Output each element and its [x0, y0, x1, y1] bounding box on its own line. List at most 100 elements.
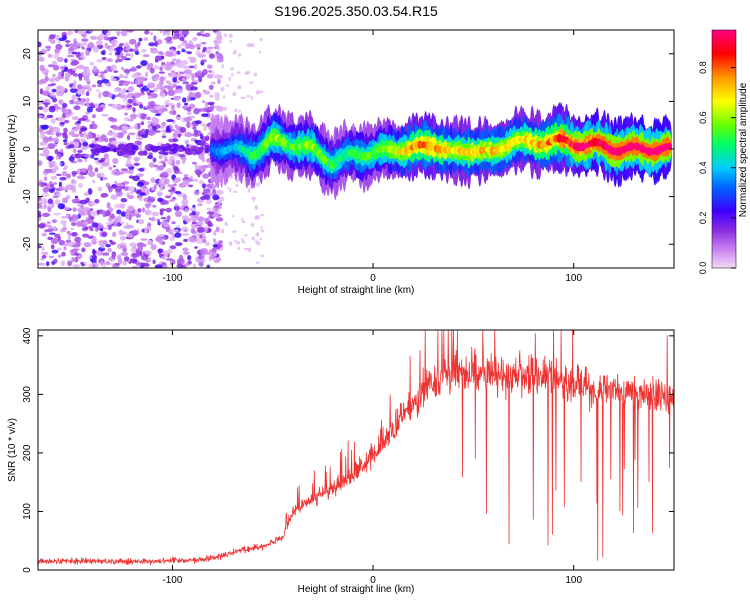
noise-speckle: [260, 90, 264, 93]
noise-speckle: [50, 244, 55, 250]
noise-speckle: [216, 209, 220, 213]
noise-speckle: [86, 101, 90, 108]
noise-speckle: [186, 95, 191, 103]
noise-speckle: [63, 186, 72, 191]
noise-speckle: [258, 50, 262, 54]
noise-speckle: [182, 97, 187, 103]
noise-speckle: [56, 106, 62, 110]
noise-speckle: [185, 131, 193, 138]
noise-speckle: [58, 181, 63, 188]
noise-speckle: [159, 76, 165, 81]
noise-speckle: [114, 59, 119, 64]
noise-speckle: [71, 67, 78, 71]
noise-speckle: [148, 210, 153, 215]
noise-speckle: [100, 172, 105, 178]
noise-speckle: [132, 175, 140, 182]
noise-speckle: [73, 73, 78, 77]
noise-speckle: [78, 76, 83, 81]
noise-speckle: [174, 210, 182, 217]
noise-speckle: [114, 203, 122, 209]
noise-speckle: [51, 249, 59, 254]
noise-speckle: [154, 106, 162, 110]
noise-speckle: [39, 153, 47, 157]
noise-speckle: [194, 139, 199, 143]
noise-speckle: [113, 171, 121, 176]
noise-speckle: [182, 251, 190, 255]
noise-speckle: [163, 155, 168, 159]
noise-speckle: [144, 229, 148, 234]
noise-speckle: [160, 217, 167, 220]
noise-speckle: [216, 105, 224, 112]
snr-ylabel: SNR (10 * v/v): [7, 418, 18, 482]
noise-speckle: [58, 71, 62, 75]
noise-speckle: [76, 175, 85, 180]
noise-speckle: [165, 207, 172, 213]
noise-speckle: [152, 211, 159, 217]
noise-speckle: [184, 102, 189, 106]
noise-speckle: [129, 113, 137, 120]
noise-speckle: [149, 217, 157, 222]
noise-speckle: [260, 229, 265, 233]
noise-speckle: [62, 132, 68, 139]
noise-speckle: [110, 144, 115, 150]
noise-speckle: [212, 238, 216, 243]
noise-speckle: [217, 46, 221, 51]
noise-speckle: [64, 72, 72, 78]
noise-speckle: [172, 110, 177, 116]
noise-speckle: [198, 180, 204, 185]
noise-speckle: [164, 99, 171, 105]
noise-speckle: [179, 127, 187, 133]
noise-speckle: [169, 155, 175, 161]
noise-speckle: [192, 126, 197, 130]
noise-speckle: [144, 263, 150, 267]
noise-speckle: [198, 153, 205, 160]
noise-speckle: [105, 244, 111, 248]
noise-speckle: [77, 73, 83, 78]
noise-speckle: [47, 53, 53, 59]
noise-speckle: [148, 42, 156, 47]
noise-speckle: [256, 181, 260, 187]
noise-speckle: [77, 149, 83, 153]
y-tick-label: 10: [22, 95, 33, 107]
noise-speckle: [120, 168, 128, 172]
noise-speckle: [146, 222, 152, 228]
noise-speckle: [77, 90, 82, 95]
noise-speckle: [42, 187, 49, 193]
noise-speckle: [81, 38, 89, 42]
noise-speckle: [71, 128, 80, 132]
noise-speckle: [63, 108, 72, 115]
noise-speckle: [38, 115, 43, 118]
y-tick-label: 0: [22, 146, 33, 152]
noise-speckle: [192, 178, 199, 182]
noise-speckle: [209, 248, 213, 255]
noise-speckle: [174, 73, 181, 78]
noise-speckle: [58, 86, 66, 93]
noise-speckle: [200, 41, 207, 45]
noise-speckle: [161, 220, 169, 225]
noise-speckle: [101, 79, 110, 84]
noise-speckle: [90, 148, 96, 153]
noise-speckle: [86, 91, 90, 97]
noise-speckle: [117, 258, 123, 265]
noise-speckle: [152, 259, 156, 265]
noise-speckle: [43, 203, 47, 210]
noise-speckle: [216, 54, 224, 60]
noise-speckle: [38, 106, 44, 110]
noise-speckle: [57, 186, 66, 191]
noise-speckle: [130, 252, 139, 258]
noise-speckle: [167, 247, 173, 255]
noise-speckle: [48, 106, 56, 113]
noise-speckle: [191, 73, 197, 78]
noise-speckle: [108, 52, 113, 56]
noise-speckle: [147, 201, 152, 206]
noise-speckle: [41, 146, 49, 150]
noise-speckle: [119, 73, 123, 79]
noise-speckle: [94, 137, 99, 142]
noise-speckle: [77, 84, 83, 90]
noise-speckle: [127, 98, 134, 104]
noise-speckle: [158, 147, 165, 151]
noise-speckle: [166, 159, 173, 165]
noise-speckle: [158, 151, 166, 155]
noise-speckle: [159, 209, 164, 216]
noise-speckle: [116, 190, 123, 197]
